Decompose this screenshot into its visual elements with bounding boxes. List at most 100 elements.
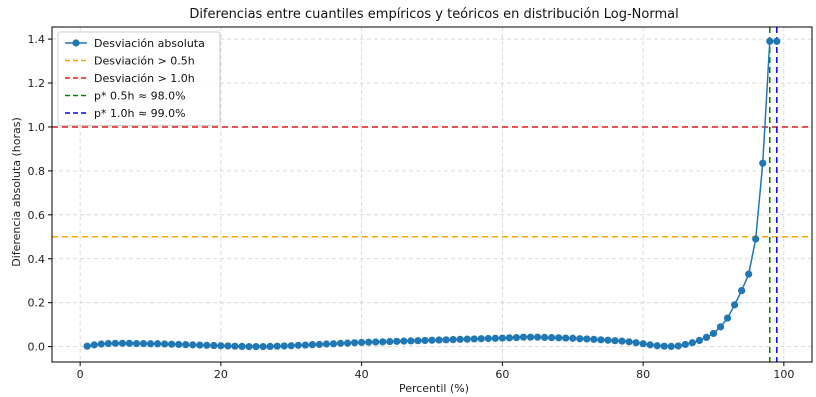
- y-tick-label: 0.4: [28, 253, 46, 266]
- data-point: [400, 337, 408, 345]
- y-axis-label: Diferencia absoluta (horas): [10, 117, 23, 267]
- data-point: [90, 341, 98, 349]
- data-point: [695, 336, 704, 345]
- data-point: [583, 335, 591, 343]
- x-tick-label: 80: [636, 368, 650, 381]
- data-point: [132, 339, 141, 348]
- data-point: [315, 340, 324, 349]
- y-tick-label: 0.6: [28, 209, 46, 222]
- data-point: [294, 341, 302, 349]
- data-point: [618, 337, 626, 345]
- y-tick-label: 1.2: [28, 77, 46, 90]
- data-point: [745, 270, 753, 278]
- data-point: [491, 334, 499, 342]
- data-point: [111, 339, 119, 347]
- data-point: [231, 342, 239, 350]
- axes: 0 20 40 60 80 100 0.0 0.2 0.4 0.6 0.8 1.0 1.2 1.4: [28, 26, 813, 381]
- x-tick-label: 40: [355, 368, 369, 381]
- data-point: [153, 340, 162, 348]
- data-point: [175, 340, 183, 349]
- data-point: [505, 334, 514, 342]
- data-point: [569, 334, 577, 342]
- data-point: [470, 335, 478, 343]
- data-point: [393, 337, 401, 345]
- data-point: [407, 337, 415, 345]
- data-point: [702, 333, 711, 341]
- data-point: [189, 341, 197, 349]
- data-point: [245, 343, 253, 351]
- y-tick-label: 0.0: [28, 341, 46, 354]
- data-point: [738, 287, 746, 295]
- data-point: [667, 342, 675, 351]
- data-point: [611, 337, 619, 345]
- data-point: [477, 335, 485, 343]
- data-point: [716, 323, 725, 331]
- data-point: [203, 341, 211, 349]
- data-point: [386, 337, 394, 346]
- data-point: [456, 335, 464, 343]
- x-tick-label: 100: [773, 368, 794, 381]
- data-point: [653, 342, 661, 350]
- data-point: [97, 340, 105, 348]
- data-point: [146, 340, 155, 348]
- data-point: [519, 333, 528, 341]
- x-tick-label: 0: [77, 368, 84, 381]
- data-point: [688, 339, 696, 347]
- data-point: [435, 336, 443, 344]
- data-point: [759, 159, 767, 167]
- data-point: [562, 334, 570, 342]
- chart-title: Diferencias entre cuantiles empíricos y …: [189, 7, 678, 22]
- data-point: [308, 341, 316, 349]
- data-point: [540, 333, 549, 341]
- data-point: [301, 341, 309, 349]
- x-tick-label: 20: [214, 368, 228, 381]
- data-point: [639, 340, 647, 348]
- data-point: [238, 342, 246, 351]
- legend-label: p* 1.0h ≈ 99.0%: [94, 107, 186, 120]
- data-point: [210, 341, 218, 350]
- data-point: [660, 342, 668, 350]
- legend-label: p* 0.5h ≈ 98.0%: [94, 90, 186, 103]
- data-point: [681, 340, 689, 349]
- data-point: [266, 342, 274, 351]
- data-point: [533, 333, 542, 341]
- data-point: [597, 336, 605, 344]
- data-point: [329, 340, 338, 348]
- data-point: [224, 342, 232, 350]
- data-point: [498, 334, 506, 342]
- data-point: [280, 342, 288, 350]
- legend-label: Desviación > 0.5h: [94, 55, 195, 68]
- data-point: [358, 338, 366, 347]
- data-point: [421, 336, 429, 345]
- data-point: [604, 336, 612, 344]
- plot-area: [52, 27, 812, 362]
- data-point: [365, 338, 373, 346]
- x-axis-label: Percentil (%): [399, 382, 469, 395]
- data-point: [322, 340, 331, 348]
- data-point: [196, 341, 204, 349]
- data-point: [576, 335, 584, 343]
- data-point: [752, 235, 760, 243]
- plot-frame: [51, 26, 813, 363]
- data-point: [350, 339, 359, 347]
- legend-label: Desviación absoluta: [94, 37, 205, 50]
- data-point: [336, 339, 345, 347]
- data-point: [125, 339, 134, 347]
- data-point: [512, 334, 521, 342]
- data-point: [555, 334, 563, 342]
- data-point: [118, 339, 126, 347]
- data-point: [463, 335, 471, 343]
- data-point: [548, 334, 556, 342]
- data-point: [484, 334, 492, 343]
- data-point: [168, 340, 176, 348]
- data-point: [372, 338, 380, 346]
- legend-box: [57, 31, 221, 126]
- data-point: [343, 339, 352, 347]
- data-point: [273, 342, 281, 350]
- x-tick-label: 60: [495, 368, 509, 381]
- data-point: [730, 301, 739, 309]
- data-point: [709, 329, 718, 338]
- y-tick-label: 1.4: [28, 33, 46, 46]
- data-point: [590, 335, 598, 343]
